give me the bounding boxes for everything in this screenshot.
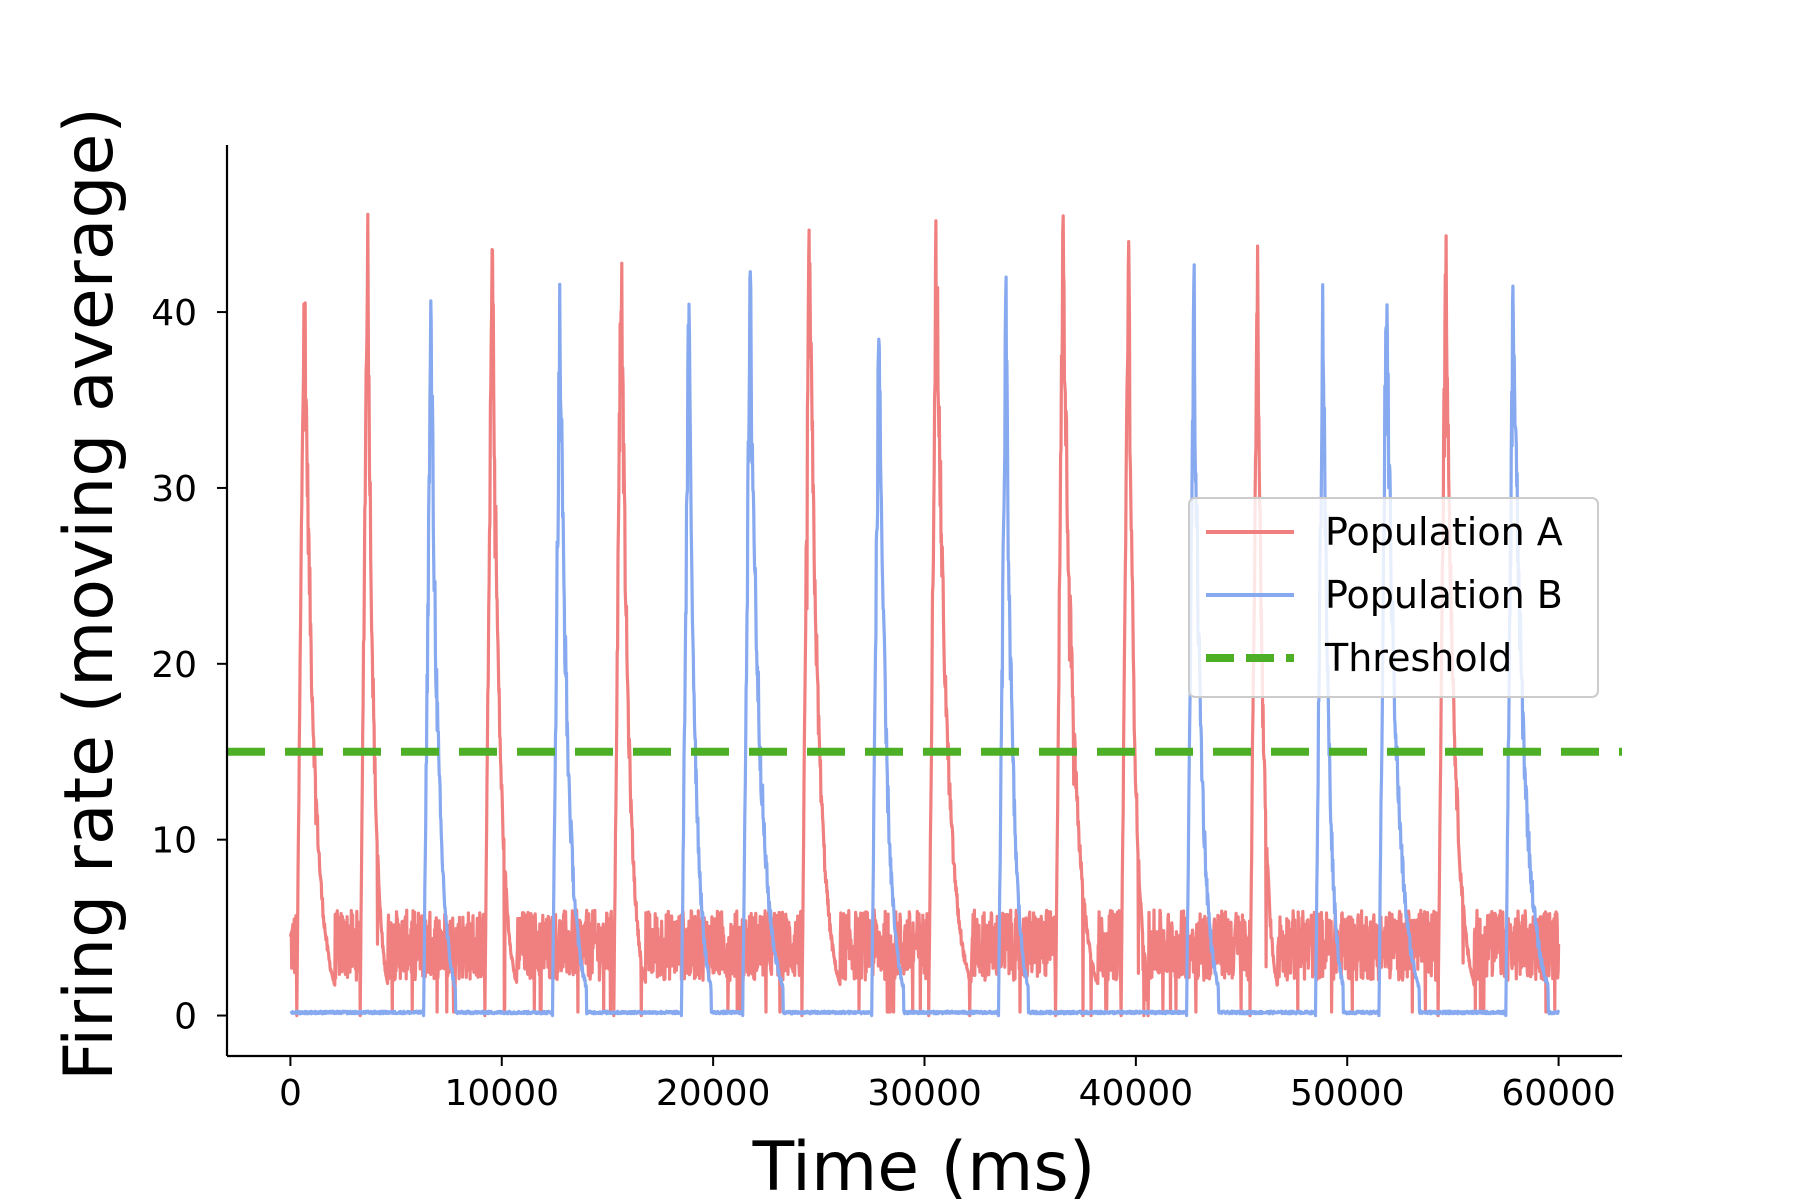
legend-label-threshold: Threshold: [1324, 636, 1512, 680]
legend-box: [1188, 497, 1599, 698]
series-line-population-a: [288, 212, 1561, 1018]
legend-label-population-a: Population A: [1325, 510, 1563, 554]
x-tick-label: 30000: [867, 1073, 982, 1114]
x-tick-label: 0: [279, 1073, 302, 1114]
plot-area: [227, 212, 1622, 1018]
x-tick-label: 40000: [1079, 1073, 1194, 1114]
series-line-population-b: [289, 263, 1560, 1018]
x-tick-label: 50000: [1290, 1073, 1405, 1114]
axes: 0 10000 20000 30000 40000 50000 60000 0 10 20 30 4…: [151, 145, 1622, 1114]
x-tick-label: 20000: [656, 1073, 771, 1114]
y-ticks: 0 10 20 30 40: [151, 293, 227, 1038]
y-tick-label: 0: [174, 997, 197, 1038]
y-tick-label: 30: [151, 469, 197, 510]
x-tick-label: 10000: [445, 1073, 560, 1114]
y-axis-title: Firing rate (moving average): [50, 107, 129, 1081]
x-ticks: 0 10000 20000 30000 40000 50000 60000: [279, 1056, 1616, 1114]
y-tick-label: 20: [151, 645, 197, 686]
legend-label-population-b: Population B: [1325, 573, 1563, 617]
legend: Population A Population B Threshold: [1188, 497, 1599, 698]
x-axis-title: Time (ms): [752, 1128, 1096, 1200]
y-tick-label: 10: [151, 821, 197, 862]
y-tick-label: 40: [151, 293, 197, 334]
x-tick-label: 60000: [1501, 1073, 1616, 1114]
